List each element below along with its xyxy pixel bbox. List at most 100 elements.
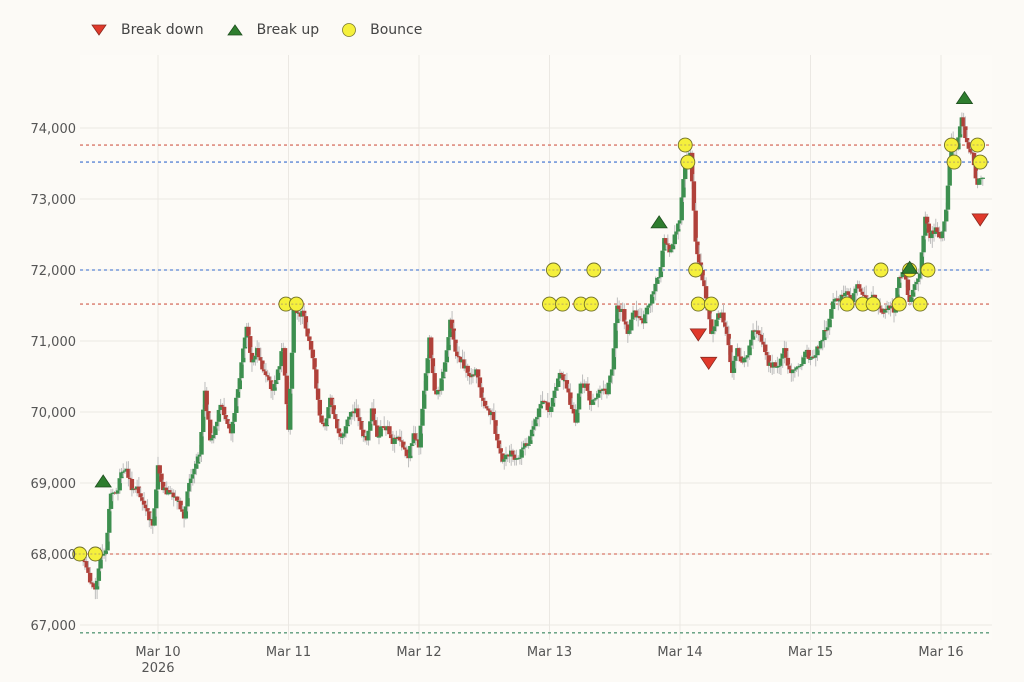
- candle: [561, 374, 566, 381]
- x-tick-label: Mar 15: [788, 645, 833, 660]
- candle: [693, 210, 698, 242]
- candle: [877, 305, 883, 309]
- break-down-marker[interactable]: [699, 356, 718, 371]
- candle: [214, 421, 220, 427]
- candle: [378, 426, 383, 437]
- candle: [187, 483, 192, 492]
- candle: [335, 419, 340, 429]
- candle: [669, 249, 674, 253]
- candle: [822, 330, 827, 341]
- candle: [261, 369, 267, 372]
- candle: [256, 348, 262, 358]
- candle: [785, 357, 791, 366]
- candle: [265, 375, 270, 377]
- candle: [568, 392, 573, 405]
- candle: [592, 399, 597, 401]
- break-up-marker[interactable]: [94, 474, 112, 488]
- candle: [86, 567, 91, 573]
- candle: [860, 291, 865, 295]
- candle: [858, 288, 864, 292]
- candle: [549, 406, 554, 412]
- candle: [743, 357, 749, 359]
- candle: [519, 449, 524, 458]
- candle: [442, 362, 448, 372]
- candle: [912, 284, 918, 290]
- candle: [569, 404, 575, 410]
- candle: [526, 443, 531, 446]
- candle: [500, 453, 505, 462]
- candle: [602, 388, 608, 391]
- candle: [644, 307, 650, 315]
- candle: [159, 473, 164, 482]
- candle: [578, 383, 584, 394]
- plot-area[interactable]: [80, 55, 992, 640]
- candle: [145, 508, 150, 512]
- candle: [590, 399, 596, 405]
- candle: [206, 411, 211, 420]
- legend-item-break-down[interactable]: Break down: [90, 22, 204, 38]
- candle: [343, 426, 349, 434]
- candle: [707, 310, 712, 320]
- candle: [503, 454, 509, 460]
- candle: [376, 436, 382, 438]
- candle: [408, 446, 413, 459]
- candle: [479, 387, 484, 398]
- legend-label-bounce: Bounce: [370, 22, 423, 38]
- candle: [469, 376, 474, 378]
- legend-item-bounce[interactable]: Bounce: [341, 22, 422, 38]
- candle: [496, 440, 502, 449]
- candle: [432, 373, 437, 391]
- candle: [115, 490, 121, 494]
- candle: [415, 439, 420, 441]
- candle: [227, 423, 232, 429]
- candle: [361, 429, 366, 437]
- candle: [510, 450, 516, 455]
- x-tick-label: Mar 12: [396, 645, 441, 660]
- candle: [676, 223, 681, 232]
- candle: [609, 369, 615, 376]
- candle: [700, 270, 705, 281]
- candle: [220, 404, 225, 407]
- candle: [945, 185, 951, 210]
- candle: [185, 491, 190, 507]
- y-axis: 67,000 68,000 69,000 70,000 71,000 72,000 73,0…: [31, 122, 77, 634]
- candle: [303, 316, 309, 329]
- candle: [289, 352, 295, 389]
- candle: [188, 478, 194, 483]
- candle: [512, 454, 517, 460]
- candle: [258, 357, 263, 361]
- candle: [246, 326, 251, 337]
- candle: [879, 308, 885, 313]
- break-down-marker[interactable]: [689, 328, 708, 342]
- candle: [923, 216, 928, 236]
- candle: [517, 457, 523, 459]
- candle: [348, 412, 354, 417]
- candle: [453, 339, 458, 352]
- candle: [359, 421, 364, 430]
- candle: [916, 278, 921, 282]
- candle: [585, 383, 590, 391]
- candle: [921, 235, 926, 253]
- candle: [670, 244, 676, 250]
- candle: [190, 474, 195, 479]
- candle: [733, 355, 738, 361]
- candle: [651, 291, 657, 295]
- candle: [747, 345, 752, 356]
- candle: [660, 250, 665, 268]
- legend-label-break-up: Break up: [256, 22, 320, 38]
- break-up-marker[interactable]: [900, 260, 919, 274]
- break-down-marker[interactable]: [971, 213, 989, 227]
- candle: [108, 493, 114, 509]
- candle: [455, 351, 460, 357]
- candle: [154, 489, 159, 509]
- candle: [147, 511, 152, 521]
- x-tick-label: Mar 11: [266, 645, 311, 660]
- break-up-marker[interactable]: [955, 90, 974, 104]
- legend-item-break-up[interactable]: Break up: [226, 22, 320, 38]
- candle: [616, 305, 622, 309]
- break-up-marker[interactable]: [650, 215, 668, 229]
- candle: [564, 380, 570, 389]
- candle: [803, 351, 808, 358]
- candle: [101, 553, 107, 556]
